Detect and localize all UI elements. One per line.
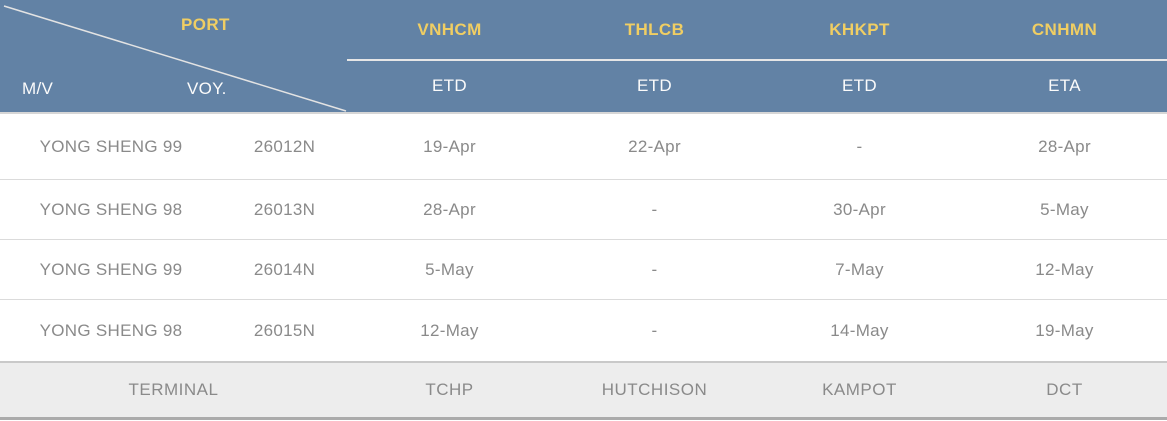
schedule-row: YONG SHENG 98 26015N 12-May - 14-May 19-…	[0, 299, 1167, 361]
schedule-row: YONG SHENG 99 26012N 19-Apr 22-Apr - 28-…	[0, 114, 1167, 179]
voyage-number: 26014N	[253, 259, 316, 279]
diagonal-divider-line	[3, 5, 347, 112]
header-divider-line	[347, 59, 1167, 61]
vessel-name: YONG SHENG 98	[39, 320, 183, 340]
port-columns-header: VNHCM ETD THLCB ETD KHKPT ETD CNHMN ETA	[347, 0, 1167, 112]
date-cell: -	[651, 259, 658, 279]
port-code: CNHMN	[1031, 20, 1098, 39]
port-column-vnhcm: VNHCM ETD	[347, 0, 552, 112]
date-cell: 19-Apr	[423, 136, 476, 156]
voyage-number: 26015N	[253, 320, 316, 340]
terminal-name: HUTCHISON	[601, 380, 708, 399]
port-date-type: ETD	[432, 76, 467, 95]
date-cell: 22-Apr	[628, 136, 681, 156]
terminal-label: TERMINAL	[128, 380, 219, 399]
date-cell: -	[651, 320, 658, 340]
terminal-name: KAMPOT	[822, 380, 897, 399]
vessel-name: YONG SHENG 98	[39, 199, 183, 219]
port-code: THLCB	[624, 20, 685, 39]
date-cell: 28-Apr	[423, 199, 476, 219]
port-date-type: ETD	[842, 76, 877, 95]
terminal-row: TERMINAL TCHP HUTCHISON KAMPOT DCT	[0, 361, 1167, 420]
date-cell: 12-May	[1035, 259, 1094, 279]
date-cell: -	[651, 199, 658, 219]
voyage-number: 26012N	[253, 136, 316, 156]
mv-header-label: M/V	[22, 79, 54, 98]
port-code: VNHCM	[417, 20, 482, 39]
terminal-name: TCHP	[425, 380, 474, 399]
port-column-cnhmn: CNHMN ETA	[962, 0, 1167, 112]
schedule-row: YONG SHENG 98 26013N 28-Apr - 30-Apr 5-M…	[0, 179, 1167, 239]
port-column-thlcb: THLCB ETD	[552, 0, 757, 112]
date-cell: 19-May	[1035, 320, 1094, 340]
port-date-type: ETD	[637, 76, 672, 95]
vessel-name: YONG SHENG 99	[39, 136, 183, 156]
date-cell: -	[856, 136, 863, 156]
port-header-label: PORT	[181, 15, 230, 34]
date-cell: 7-May	[835, 259, 884, 279]
date-cell: 5-May	[425, 259, 474, 279]
port-code: KHKPT	[829, 20, 890, 39]
date-cell: 12-May	[420, 320, 479, 340]
date-cell: 5-May	[1040, 199, 1089, 219]
date-cell: 30-Apr	[833, 199, 886, 219]
vessel-name: YONG SHENG 99	[39, 259, 183, 279]
date-cell: 28-Apr	[1038, 136, 1091, 156]
header-corner-cell: PORT M/V VOY.	[0, 0, 347, 112]
voyage-number: 26013N	[253, 199, 316, 219]
port-column-khkpt: KHKPT ETD	[757, 0, 962, 112]
table-header: PORT M/V VOY. VNHCM ETD THLCB ETD KHKPT …	[0, 0, 1167, 114]
port-date-type: ETA	[1048, 76, 1081, 95]
date-cell: 14-May	[830, 320, 889, 340]
voy-header-label: VOY.	[187, 79, 227, 98]
schedule-row: YONG SHENG 99 26014N 5-May - 7-May 12-Ma…	[0, 239, 1167, 299]
terminal-name: DCT	[1046, 380, 1083, 399]
